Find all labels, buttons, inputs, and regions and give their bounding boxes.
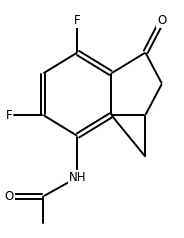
Text: F: F bbox=[74, 14, 81, 27]
Text: F: F bbox=[6, 109, 13, 122]
Text: O: O bbox=[5, 190, 14, 203]
Text: O: O bbox=[157, 14, 167, 27]
Text: NH: NH bbox=[68, 171, 86, 184]
